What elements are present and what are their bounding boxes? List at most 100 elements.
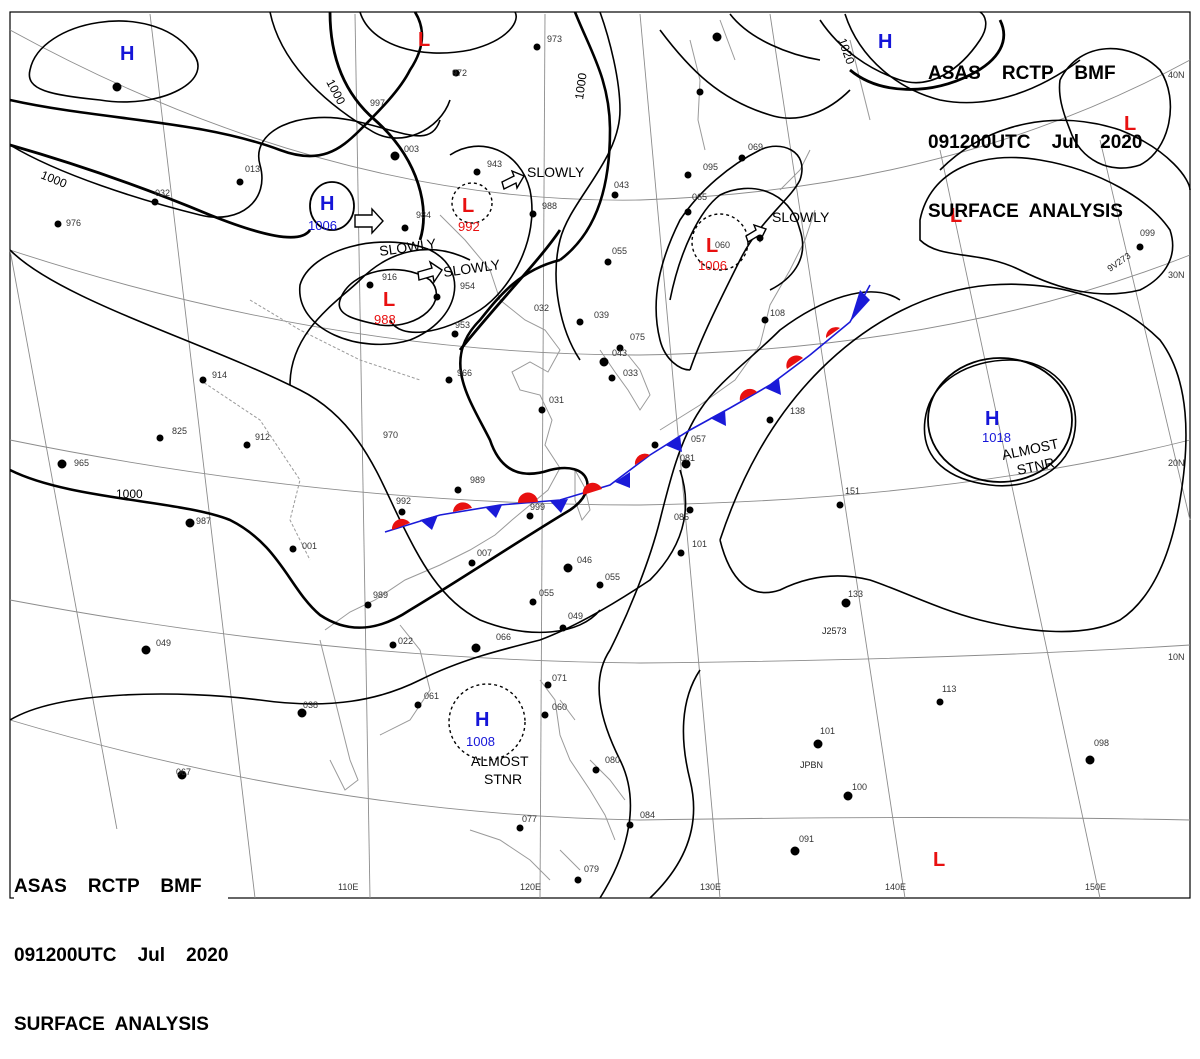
station-pressure: 113: [942, 684, 956, 694]
station-marker: [473, 168, 481, 176]
station-pressure: 080: [605, 755, 620, 765]
station-marker: [364, 601, 372, 609]
station-pressure: 055: [539, 588, 554, 598]
station-marker: [177, 770, 187, 780]
isobar-1000: [458, 229, 562, 351]
parallel-0: [9, 719, 1191, 821]
isobar: [289, 248, 471, 386]
isobar: [919, 156, 1174, 295]
station-pressure: 043: [614, 180, 629, 190]
low-pressure: 1006: [698, 258, 727, 273]
station-pressure: 049: [156, 638, 171, 648]
station-readings: 973 972 997 003 943 988 043 095 065 069 …: [66, 34, 1155, 874]
header-line: SURFACE ANALYSIS: [928, 201, 1123, 222]
station-marker: [471, 643, 481, 653]
meridian-100e: [149, 13, 256, 899]
ring-high-1018: [927, 357, 1073, 483]
isobar: [844, 13, 1081, 104]
warm-front-semicircle: [825, 327, 840, 338]
isobar: [9, 11, 424, 158]
station-pressure: 976: [66, 218, 81, 228]
ring-low-992: [451, 182, 493, 224]
isobar: [359, 11, 517, 54]
meridian-140e: [769, 13, 906, 899]
station-marker: [608, 374, 616, 382]
station-marker: [297, 708, 307, 718]
station-pressure: 984: [416, 210, 431, 220]
station-pressure: 031: [549, 395, 564, 405]
station-marker: [738, 154, 746, 162]
isobar: [923, 359, 1077, 487]
meridian-160e: [1099, 139, 1191, 521]
isobar: [669, 187, 804, 301]
station-pressure: 972: [452, 68, 467, 78]
high-symbol: H: [985, 408, 999, 430]
meridians: [9, 13, 1191, 901]
station-marker: [390, 151, 400, 161]
station-marker: [677, 549, 685, 557]
header-line: 091200UTC Jul 2020: [14, 945, 229, 966]
station-marker: [541, 711, 549, 719]
coast-china: [324, 214, 561, 631]
station-marker: [199, 376, 207, 384]
station-marker: [766, 416, 774, 424]
station-marker: [813, 739, 823, 749]
coast-korea: [599, 349, 651, 411]
isobar: [729, 13, 821, 61]
center-rings-solid: [309, 181, 1073, 483]
station-marker: [563, 563, 573, 573]
station-pressure: 965: [74, 458, 89, 468]
isobar: [299, 241, 456, 346]
station-pressure: 038: [303, 700, 318, 710]
isobar: [9, 116, 441, 218]
movement-label: ALMOST: [471, 753, 529, 769]
station-pressure: 914: [212, 370, 227, 380]
high-symbol: H: [320, 193, 334, 215]
station-pressure: 081: [680, 453, 695, 463]
movement-label: SLOWLY: [527, 164, 585, 180]
station-marker: [366, 281, 374, 289]
station-pressure: 970: [383, 430, 398, 440]
low-symbol: L: [950, 205, 962, 227]
station-pressure: 943: [487, 159, 502, 169]
station-marker: [529, 598, 537, 606]
station-marker: [156, 434, 164, 442]
isobar: [555, 11, 621, 361]
station-marker: [185, 518, 195, 528]
station-pressure: 954: [460, 281, 475, 291]
isobar-label: 1000: [116, 487, 143, 501]
station-pressure: 065: [692, 192, 707, 202]
station-code: JPBN: [800, 760, 823, 770]
cold-front-triangle: [615, 472, 630, 488]
isobar: [28, 20, 199, 103]
station-marker: [596, 581, 604, 589]
station-pressure: 989: [373, 590, 388, 600]
high-pressure: 1006: [308, 218, 337, 233]
station-marker: [684, 208, 692, 216]
station-marker: [414, 701, 422, 709]
station-marker: [112, 82, 122, 92]
high-symbol: H: [878, 31, 892, 53]
station-pressure: 003: [404, 144, 419, 154]
high-symbol: H: [120, 43, 134, 65]
arrow-icon: [501, 169, 526, 191]
station-pressure: 916: [382, 272, 397, 282]
header-line: SURFACE ANALYSIS: [14, 1014, 209, 1035]
longitude-label: 110E: [338, 882, 358, 892]
movement-label: SLOWLY: [442, 256, 502, 280]
station-marker: [841, 598, 851, 608]
ring-high-1008: [448, 683, 526, 761]
arrow-icon: [354, 207, 384, 235]
isobar: [9, 249, 601, 634]
low-symbol: L: [933, 849, 945, 871]
weather-map: 110E 120E 130E 140E 150E 40N 30N 20N 10N…: [9, 11, 1191, 901]
low-pressure: 988: [374, 312, 396, 327]
border-lines: [199, 299, 421, 561]
latitude-label: 40N: [1168, 70, 1185, 80]
station-pressure: 049: [568, 611, 583, 621]
station-markers: [54, 32, 1144, 884]
station-pressure: 987: [196, 516, 211, 526]
longitude-label: 150E: [1085, 882, 1106, 892]
cold-front-triangle: [850, 290, 870, 322]
station-marker: [243, 441, 251, 449]
